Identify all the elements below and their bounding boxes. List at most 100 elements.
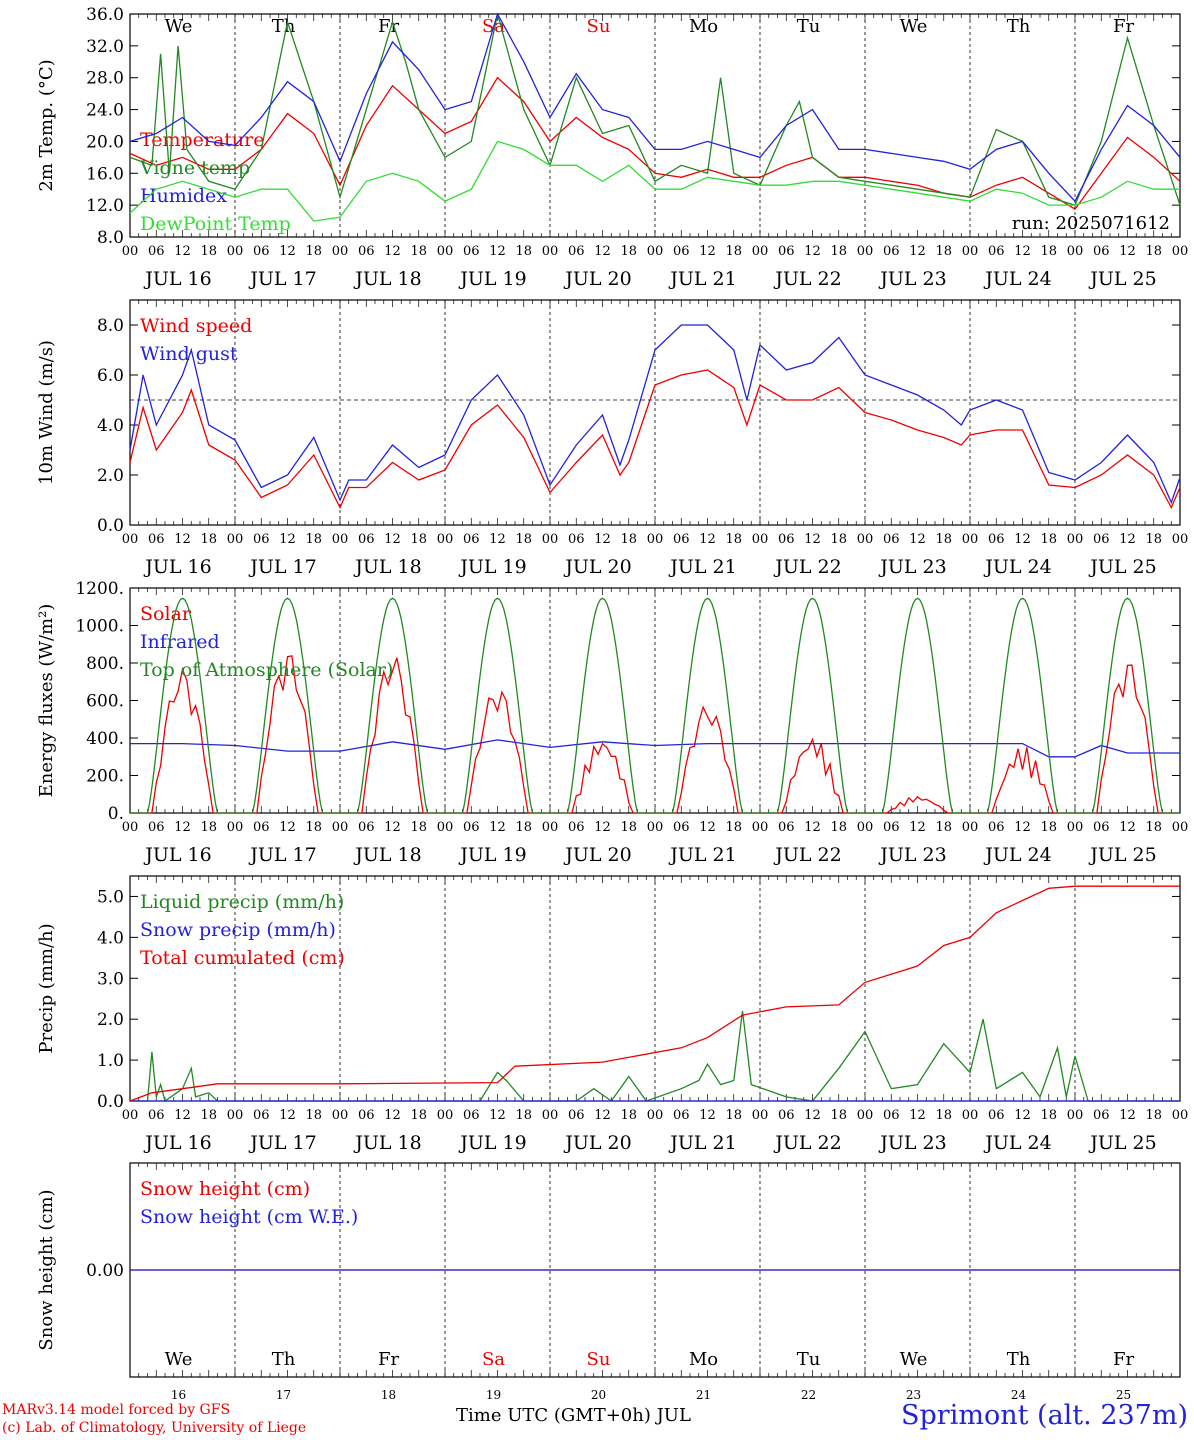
- weekday-label: Tu: [797, 1349, 821, 1370]
- weekday-label: Th: [272, 1349, 296, 1370]
- time-axis-title: Time UTC (GMT+0h) JUL: [456, 1405, 691, 1426]
- hour-label: 18: [725, 820, 742, 835]
- series-line-dewpoint-temp: [129, 140, 1180, 222]
- hour-label: 06: [778, 244, 795, 259]
- legend-entry: Vigne temp: [139, 157, 250, 179]
- hour-label: 12: [279, 820, 296, 835]
- hour-label: 12: [699, 532, 716, 547]
- day-label: JUL 24: [983, 1132, 1051, 1154]
- day-label: JUL 19: [458, 1132, 526, 1154]
- hour-label: 00: [647, 532, 664, 547]
- hour-label: 06: [568, 1108, 585, 1123]
- weekday-label: Fr: [378, 16, 399, 37]
- hour-label: 12: [909, 532, 926, 547]
- y-tick-label: 8.0: [97, 228, 124, 248]
- hour-label: 12: [384, 244, 401, 259]
- hour-label: 12: [174, 244, 191, 259]
- hour-label: 12: [699, 820, 716, 835]
- panel-frame-1: [129, 13, 1181, 238]
- hour-label: 18: [830, 244, 847, 259]
- legend-entry: Snow precip (mm/h): [140, 919, 336, 941]
- day-label: JUL 18: [353, 268, 421, 290]
- y-tick-label: 0.00: [86, 1261, 124, 1281]
- day-number-label: 17: [276, 1388, 291, 1402]
- hour-label: 06: [463, 244, 480, 259]
- legend-entry: Solar: [140, 603, 192, 625]
- legend-entry: Snow height (cm): [140, 1178, 310, 1200]
- hour-label: 06: [358, 820, 375, 835]
- hour-label: 18: [830, 532, 847, 547]
- series-line-humidex: [129, 12, 1181, 203]
- day-number-label: 21: [696, 1388, 711, 1402]
- legend-entry: Liquid precip (mm/h): [140, 891, 344, 913]
- hour-label: 00: [857, 820, 874, 835]
- day-number-label: 20: [591, 1388, 606, 1402]
- hour-label: 06: [253, 244, 270, 259]
- hour-label: 12: [1119, 1108, 1136, 1123]
- series-line-top-of-atmosphere-solar-: [130, 597, 1180, 814]
- hour-label: 00: [227, 532, 244, 547]
- day-label: JUL 25: [1088, 556, 1156, 578]
- hour-label: 06: [358, 1108, 375, 1123]
- y-tick-label: 600.: [86, 692, 124, 712]
- day-number-label: 25: [1116, 1388, 1131, 1402]
- weekday-label: We: [900, 1349, 928, 1370]
- weekday-label: Th: [272, 16, 296, 37]
- hour-label: 06: [568, 532, 585, 547]
- hour-label: 00: [542, 820, 559, 835]
- day-label: JUL 20: [563, 556, 631, 578]
- hour-label: 00: [1172, 532, 1189, 547]
- hour-label: 18: [1040, 820, 1057, 835]
- hour-label: 00: [332, 532, 349, 547]
- weekday-label: Th: [1007, 16, 1031, 37]
- hour-label: 12: [1119, 820, 1136, 835]
- y-axis-label: 10m Wind (m/s): [36, 340, 57, 485]
- day-label: JUL 23: [878, 268, 946, 290]
- y-axis-label: Precip (mm/h): [36, 923, 57, 1053]
- hour-label: 06: [1093, 820, 1110, 835]
- y-tick-label: 0.: [108, 804, 124, 824]
- hour-label: 18: [410, 244, 427, 259]
- day-label: JUL 24: [983, 268, 1051, 290]
- hour-label: 12: [594, 244, 611, 259]
- day-label: JUL 23: [878, 556, 946, 578]
- hour-label: 18: [1040, 532, 1057, 547]
- hour-label: 06: [778, 532, 795, 547]
- y-tick-label: 4.0: [97, 416, 124, 436]
- day-label: JUL 25: [1088, 844, 1156, 866]
- hour-label: 06: [148, 532, 165, 547]
- hour-label: 12: [384, 532, 401, 547]
- hour-label: 12: [1014, 244, 1031, 259]
- hour-label: 00: [1172, 1108, 1189, 1123]
- hour-label: 00: [857, 244, 874, 259]
- hour-label: 06: [148, 1108, 165, 1123]
- hour-label: 00: [542, 244, 559, 259]
- y-axis-label: Energy fluxes (W/m²): [36, 604, 57, 798]
- y-tick-label: 12.0: [86, 196, 124, 216]
- weekday-label: We: [165, 1349, 193, 1370]
- hour-label: 12: [804, 1108, 821, 1123]
- hour-label: 00: [647, 1108, 664, 1123]
- location-title: Sprimont (alt. 237m): [901, 1400, 1188, 1431]
- hour-label: 00: [1172, 820, 1189, 835]
- y-tick-label: 0.0: [97, 1092, 124, 1112]
- hour-label: 18: [620, 1108, 637, 1123]
- day-label: JUL 20: [563, 844, 631, 866]
- hour-label: 12: [909, 244, 926, 259]
- y-axis-label: Snow height (cm): [36, 1189, 57, 1350]
- hour-label: 00: [1172, 244, 1189, 259]
- legend-entry: Humidex: [140, 185, 227, 207]
- hour-label: 06: [778, 820, 795, 835]
- hour-label: 06: [1093, 244, 1110, 259]
- hour-label: 00: [1067, 820, 1084, 835]
- hour-label: 12: [279, 244, 296, 259]
- run-label: run: 2025071612: [1012, 213, 1170, 234]
- hour-label: 12: [699, 244, 716, 259]
- hour-label: 18: [200, 820, 217, 835]
- hour-label: 00: [752, 532, 769, 547]
- day-label: JUL 20: [563, 1132, 631, 1154]
- legend-entry: Infrared: [140, 631, 220, 653]
- hour-label: 06: [883, 532, 900, 547]
- hour-label: 12: [1119, 244, 1136, 259]
- hour-label: 00: [122, 532, 139, 547]
